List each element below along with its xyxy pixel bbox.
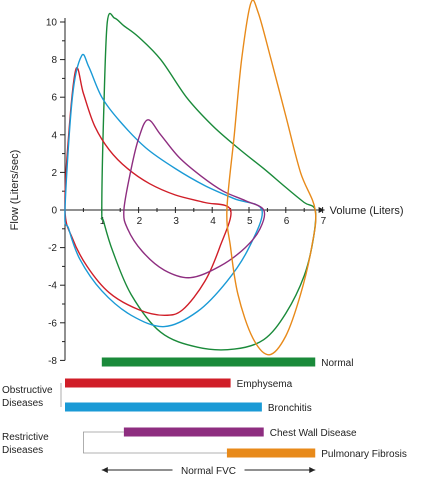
series-curve-normal [101, 12, 317, 351]
x-tick-label: 3 [173, 216, 179, 227]
group-label-obstructive-line: Obstructive [2, 385, 53, 396]
y-axis-title: Flow (Liters/sec) [9, 150, 21, 231]
y-tick-label: 10 [46, 18, 58, 29]
x-tick-label: 6 [284, 216, 290, 227]
x-axis-arrow [318, 207, 325, 213]
fvc-bar-label-normal: Normal [321, 358, 353, 369]
series-curve-bronchitis [64, 53, 263, 328]
normal-fvc-arrowhead-right [309, 467, 316, 473]
fvc-bar-bronchitis [65, 402, 262, 412]
y-tick-label: 8 [51, 55, 57, 66]
y-tick-label: -2 [48, 243, 57, 254]
fvc-bar-chest-wall-disease [123, 427, 264, 437]
fvc-bar-label-chest-wall-disease: Chest Wall Disease [270, 428, 357, 439]
x-tick-label: 2 [137, 216, 143, 227]
x-tick-label: 7 [321, 216, 327, 227]
y-tick-label: 0 [51, 206, 57, 217]
fvc-bar-pulmonary-fibrosis [226, 448, 316, 458]
restrictive-bracket [83, 431, 227, 454]
y-tick-label: 4 [51, 130, 57, 141]
normal-fvc-label: Normal FVC [181, 466, 236, 476]
group-label-restrictive-line: Restrictive [2, 432, 49, 443]
series-curve-pulmonary-fibrosis [226, 0, 317, 356]
y-tick-label: -6 [48, 318, 57, 329]
series-curve-emphysema [64, 66, 232, 316]
y-tick-label: -4 [48, 281, 57, 292]
y-tick-label: 6 [51, 93, 57, 104]
x-tick-label: 5 [247, 216, 253, 227]
fvc-bar-emphysema [65, 378, 231, 388]
group-label-restrictive-line: Diseases [2, 445, 43, 456]
y-tick-label: 2 [51, 168, 57, 179]
fvc-bar-normal [101, 357, 316, 367]
fvc-bar-label-emphysema: Emphysema [237, 379, 293, 390]
normal-fvc-label-bg [172, 462, 245, 474]
x-tick-label: 4 [210, 216, 216, 227]
x-tick-label: 1 [100, 216, 106, 227]
fvc-bar-label-bronchitis: Bronchitis [268, 403, 312, 414]
series-curve-chest-wall-disease [123, 119, 266, 279]
x-axis-title: Volume (Liters) [330, 205, 404, 217]
y-tick-label: -8 [48, 356, 57, 367]
group-label-obstructive-line: Diseases [2, 398, 43, 409]
normal-fvc-arrowhead-left [101, 467, 108, 473]
fvc-bar-label-pulmonary-fibrosis: Pulmonary Fibrosis [321, 449, 407, 460]
